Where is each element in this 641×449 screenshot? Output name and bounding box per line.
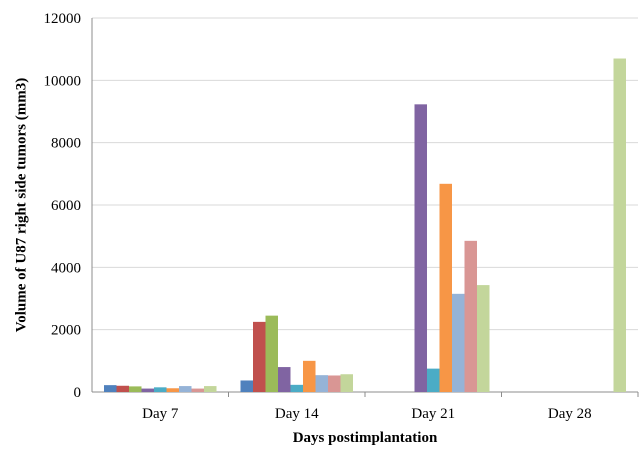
y-tick-label: 8000	[51, 136, 81, 152]
y-tick-label: 6000	[51, 198, 81, 214]
y-tick-label: 10000	[44, 73, 82, 89]
x-tick-label: Day 14	[275, 406, 319, 422]
bar	[427, 368, 440, 392]
y-tick-label: 4000	[51, 260, 81, 276]
bar	[464, 240, 477, 392]
y-tick-label: 12000	[44, 11, 82, 27]
axes	[91, 18, 639, 397]
bar	[179, 386, 192, 392]
bar	[166, 388, 179, 392]
y-tick-labels: 0 2000 4000 6000 8000 10000 12000	[44, 11, 82, 401]
bar	[204, 386, 217, 392]
x-axis-title: Days postimplantation	[293, 430, 438, 446]
bar	[315, 375, 328, 392]
bar	[477, 285, 490, 392]
bar	[141, 388, 154, 392]
bar	[278, 367, 291, 392]
bar	[129, 386, 142, 392]
bar	[240, 380, 253, 392]
bar	[253, 321, 266, 392]
bar	[613, 58, 626, 393]
bar	[154, 387, 167, 392]
bar	[340, 374, 353, 392]
y-axis-title: Volume of U87 right side tumors (mm3)	[13, 78, 29, 332]
bar	[328, 375, 341, 392]
gridlines	[92, 17, 638, 331]
bar	[290, 384, 303, 392]
bar	[104, 385, 117, 392]
bar	[452, 293, 465, 392]
bar	[439, 183, 452, 392]
bars	[104, 58, 626, 393]
x-tick-labels: Day 7 Day 14 Day 21 Day 28	[142, 406, 592, 422]
bar	[414, 104, 427, 392]
y-tick-label: 0	[74, 385, 82, 401]
bar	[191, 388, 204, 392]
bar	[116, 385, 129, 392]
x-tick-label: Day 7	[142, 406, 179, 422]
bar	[265, 315, 278, 392]
x-tick-label: Day 21	[411, 406, 455, 422]
x-tick-label: Day 28	[548, 406, 592, 422]
y-tick-label: 2000	[51, 323, 81, 339]
bar	[303, 360, 316, 392]
